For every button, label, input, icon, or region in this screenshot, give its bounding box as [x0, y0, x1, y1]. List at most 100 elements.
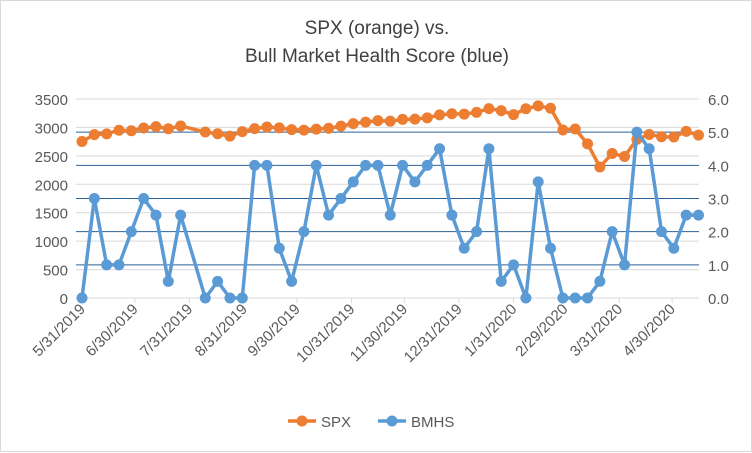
data-point-bmhs: [643, 143, 655, 155]
data-point-spx: [273, 122, 285, 134]
data-point-bmhs: [458, 242, 470, 254]
data-point-spx: [113, 124, 125, 136]
data-point-spx: [310, 123, 322, 135]
data-point-bmhs: [631, 126, 643, 138]
data-point-spx: [693, 129, 704, 141]
data-point-bmhs: [495, 275, 507, 287]
chart-title-line-2: Bull Market Health Score (blue): [245, 46, 509, 67]
data-point-spx: [680, 125, 692, 137]
data-point-spx: [261, 121, 273, 133]
data-point-spx: [125, 125, 137, 137]
data-point-bmhs: [360, 159, 372, 171]
right-axis-tick-label: 6.0: [708, 92, 729, 109]
data-point-spx: [360, 116, 372, 128]
data-point-spx: [76, 136, 88, 148]
data-point-spx: [347, 118, 359, 130]
data-point-bmhs: [273, 242, 285, 254]
data-point-bmhs: [409, 176, 421, 188]
right-axis-tick-label: 4.0: [708, 158, 729, 175]
data-point-bmhs: [693, 209, 704, 221]
data-point-bmhs: [569, 292, 581, 304]
left-axis-tick-label: 3000: [35, 120, 68, 137]
data-point-bmhs: [76, 292, 88, 304]
data-point-spx: [199, 126, 211, 138]
data-point-spx: [224, 130, 236, 142]
right-axis-tick-label: 5.0: [708, 125, 729, 142]
data-point-bmhs: [508, 259, 520, 271]
data-point-spx: [656, 131, 668, 143]
data-point-spx: [471, 106, 483, 118]
data-point-bmhs: [199, 292, 211, 304]
right-axis-tick-label: 2.0: [708, 225, 729, 242]
data-point-bmhs: [471, 226, 483, 238]
data-point-spx: [323, 122, 335, 134]
data-point-bmhs: [582, 292, 594, 304]
data-point-spx: [434, 109, 446, 121]
data-point-bmhs: [619, 259, 631, 271]
data-point-bmhs: [113, 259, 125, 271]
data-point-spx: [594, 161, 606, 173]
data-point-spx: [175, 120, 187, 132]
data-point-bmhs: [249, 159, 261, 171]
data-point-bmhs: [372, 159, 384, 171]
data-point-spx: [409, 113, 421, 125]
data-point-spx: [335, 120, 347, 132]
data-point-bmhs: [397, 159, 409, 171]
data-point-bmhs: [286, 275, 298, 287]
data-point-bmhs: [606, 226, 618, 238]
data-point-bmhs: [335, 193, 347, 204]
data-point-bmhs: [310, 159, 322, 171]
right-axis-tick-label: 1.0: [708, 258, 729, 275]
x-axis-tick-label: 5/31/2019: [30, 301, 89, 360]
series-line-spx: [81, 104, 700, 169]
data-point-bmhs: [162, 275, 174, 287]
right-axis-tick-label: 3.0: [708, 192, 729, 209]
legend-label-bmhs: BMHS: [411, 414, 454, 431]
data-point-bmhs: [236, 292, 248, 304]
data-point-spx: [619, 150, 631, 162]
data-point-spx: [495, 105, 507, 117]
data-point-spx: [249, 123, 261, 135]
data-point-spx: [557, 124, 569, 136]
data-point-spx: [458, 108, 470, 120]
data-point-bmhs: [557, 292, 569, 304]
data-point-bmhs: [150, 209, 162, 221]
data-point-bmhs: [224, 292, 236, 304]
data-point-spx: [372, 115, 384, 127]
data-point-spx: [643, 129, 655, 141]
data-point-bmhs: [347, 176, 359, 188]
x-axis-tick-label: 4/30/2020: [620, 301, 679, 360]
left-axis-tick-label: 0: [60, 291, 68, 308]
x-axis-tick-label: 6/30/2019: [82, 301, 141, 360]
data-point-bmhs: [594, 275, 606, 287]
left-axis-tick-label: 2500: [35, 149, 68, 166]
data-point-bmhs: [545, 242, 557, 254]
data-point-bmhs: [298, 226, 310, 238]
data-point-spx: [421, 112, 433, 124]
left-axis-tick-label: 2000: [35, 177, 68, 194]
left-axis-tick-label: 1000: [35, 234, 68, 251]
data-point-bmhs: [212, 275, 224, 287]
left-axis-tick-label: 500: [43, 263, 68, 280]
data-point-bmhs: [520, 292, 532, 304]
data-point-bmhs: [668, 242, 680, 254]
data-point-spx: [236, 126, 248, 138]
x-axis-tick-label: 1/31/2020: [461, 301, 520, 360]
data-point-spx: [508, 109, 520, 121]
data-point-bmhs: [88, 193, 100, 204]
data-point-bmhs: [483, 143, 495, 155]
data-point-bmhs: [421, 159, 433, 171]
data-point-bmhs: [384, 209, 396, 221]
data-point-spx: [298, 124, 310, 136]
legend-marker-spx: [296, 415, 308, 427]
data-point-spx: [286, 124, 298, 136]
data-point-spx: [212, 128, 224, 140]
data-point-bmhs: [532, 176, 544, 188]
chart-title-line-1: SPX (orange) vs.: [304, 18, 450, 39]
data-point-spx: [569, 123, 581, 135]
data-point-bmhs: [656, 226, 668, 238]
data-point-spx: [545, 102, 557, 114]
data-point-spx: [397, 113, 409, 125]
right-axis-tick-label: 0.0: [708, 291, 729, 308]
